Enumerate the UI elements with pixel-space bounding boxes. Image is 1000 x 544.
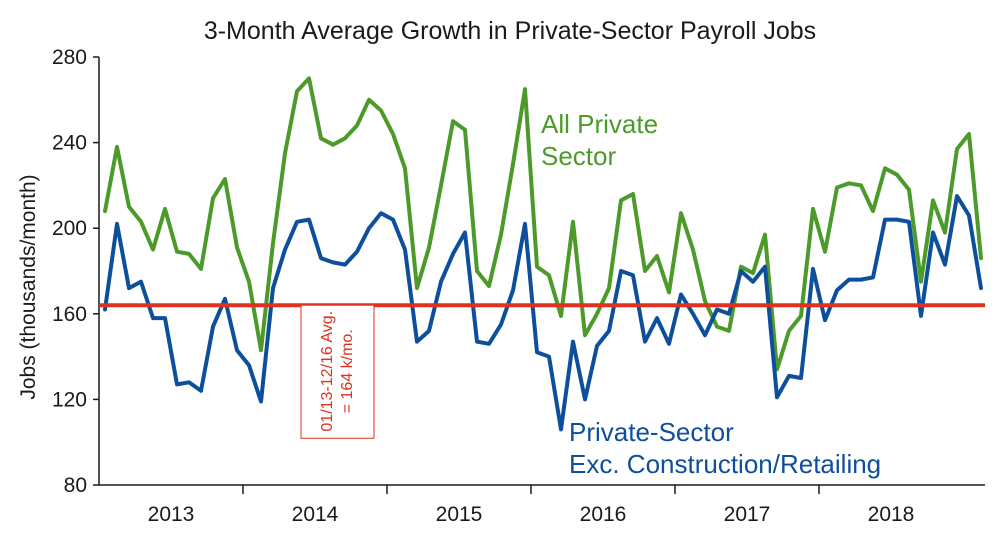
green-series-label-line1: All Private	[541, 109, 658, 139]
y-tick-label: 280	[52, 46, 87, 69]
green-series-label-line2: Sector	[541, 141, 616, 171]
y-tick-label: 240	[52, 132, 87, 155]
average-label-line1: 01/13-12/16 Avg.	[319, 311, 336, 432]
all-private-sector-line	[103, 76, 983, 372]
x-tick-label: 2015	[436, 503, 483, 526]
x-tick-label: 2018	[868, 503, 915, 526]
x-tick-label: 2013	[148, 503, 195, 526]
y-tick-label: 80	[64, 474, 87, 497]
y-tick-labels: 80 120 160 200 240 280	[52, 46, 87, 497]
blue-series-label-line2: Exc. Construction/Retailing	[569, 449, 881, 479]
axes	[93, 56, 985, 494]
x-tick-label: 2014	[292, 503, 339, 526]
x-tick-label: 2016	[580, 503, 627, 526]
y-tick-label: 160	[52, 303, 87, 326]
series-lines	[103, 76, 983, 432]
x-tick-labels: 2013 2014 2015 2016 2017 2018	[148, 503, 915, 526]
x-tick-label: 2017	[724, 503, 771, 526]
average-reference: 01/13-12/16 Avg. = 164 k/mo.	[99, 303, 985, 439]
average-label-box	[300, 304, 375, 439]
y-tick-label: 120	[52, 388, 87, 411]
chart-title: 3-Month Average Growth in Private-Sector…	[204, 17, 816, 45]
y-axis-label: Jobs (thousands/month)	[17, 174, 40, 399]
private-sector-exc-line	[103, 194, 983, 432]
y-tick-label: 200	[52, 217, 87, 240]
blue-series-label-line1: Private-Sector	[569, 417, 734, 447]
average-label-line2: = 164 k/mo.	[339, 329, 356, 413]
